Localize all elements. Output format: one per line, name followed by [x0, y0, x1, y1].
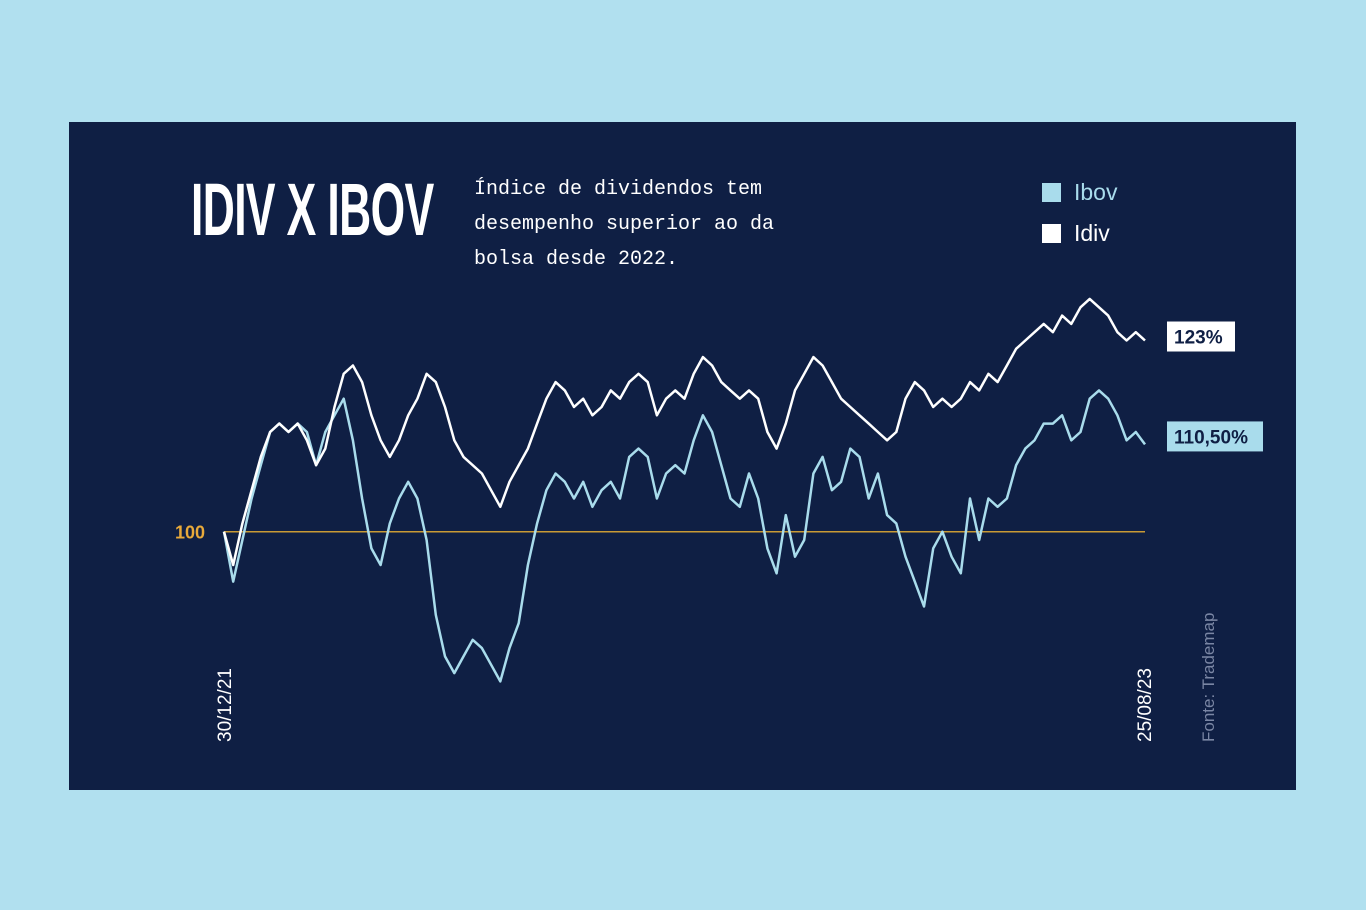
chart-title: IDIV X IBOV [191, 168, 434, 251]
end-value-badge-ibov: 110,50% [1167, 421, 1263, 452]
chart-subtitle: Índice de dividendos tem desempenho supe… [474, 178, 775, 271]
legend-label-idiv: Idiv [1074, 220, 1110, 246]
chart-card: IDIV X IBOV Índice de dividendos tem des… [69, 122, 1296, 790]
legend-label-ibov: Ibov [1074, 179, 1118, 205]
series-line-ibov [222, 389, 1147, 683]
end-value-label-ibov: 110,50% [1174, 427, 1248, 448]
legend-swatch-idiv [1041, 223, 1062, 244]
series-line-idiv [222, 297, 1146, 567]
end-value-badge-idiv: 123% [1167, 321, 1235, 352]
source-credit: Fonte: Trademap [1199, 612, 1218, 742]
legend: Ibov Idiv [1041, 172, 1117, 254]
baseline-label: 100 [175, 523, 205, 543]
end-value-label-idiv: 123% [1174, 328, 1223, 349]
line-chart: 100 123% 110,50% 30/12/21 25/08/23 [175, 297, 1263, 742]
legend-item-ibov: Ibov [1041, 172, 1117, 213]
legend-swatch-ibov [1041, 182, 1062, 203]
x-axis-start-label: 30/12/21 [215, 668, 236, 742]
legend-item-idiv: Idiv [1041, 213, 1117, 254]
x-axis-end-label: 25/08/23 [1135, 668, 1156, 742]
